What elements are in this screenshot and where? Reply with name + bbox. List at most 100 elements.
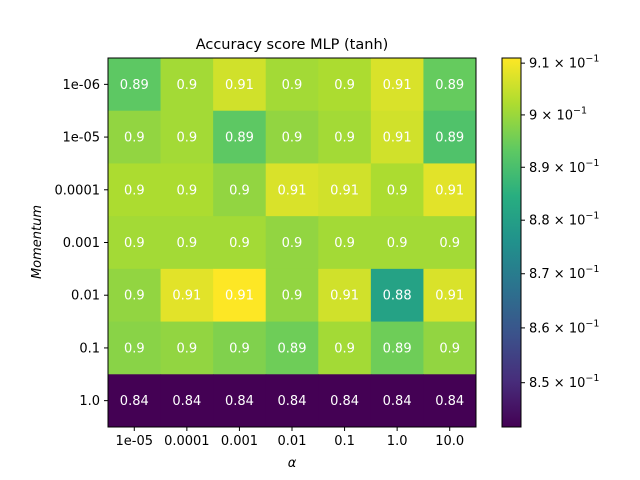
cell-value-label: 0.84: [383, 394, 412, 409]
y-axis-label: Momentum: [30, 205, 45, 279]
cell-value-label: 0.91: [383, 131, 412, 146]
cell-value-label: 0.9: [124, 289, 145, 304]
colorbar: [501, 57, 522, 428]
heatmap-cell: [423, 374, 477, 428]
cell-value-label: 0.89: [383, 341, 412, 356]
cell-value-label: 0.9: [282, 236, 303, 251]
cell-value-label: 0.9: [439, 236, 460, 251]
cell-value-label: 0.9: [124, 341, 145, 356]
cell-value-label: 0.91: [435, 183, 464, 198]
heatmap-cell: [318, 374, 372, 428]
heatmap-cell: [318, 321, 372, 375]
heatmap-cell: [160, 268, 214, 323]
heatmap-cell: [213, 321, 267, 375]
heatmap-cell: [370, 58, 424, 112]
heatmap-cell: [265, 58, 319, 112]
cell-value-label: 0.9: [177, 183, 198, 198]
y-tick-label: 0.0001: [55, 183, 101, 198]
cell-value-label: 0.89: [435, 131, 464, 146]
cell-value-label: 0.9: [282, 289, 303, 304]
heatmap-cell: [423, 321, 477, 375]
cell-value-label: 0.88: [383, 289, 412, 304]
heatmap-cell: [318, 216, 372, 270]
cell-value-label: 0.84: [172, 394, 201, 409]
cell-value-label: 0.91: [330, 289, 359, 304]
heatmap-cell: [370, 216, 424, 270]
heatmap-cell: [318, 268, 372, 323]
heatmap-cell: [265, 163, 319, 217]
heatmap-cell: [265, 216, 319, 270]
heatmap-cell: [160, 374, 214, 428]
heatmap-cell: [108, 374, 162, 428]
heatmap-cell: [265, 110, 319, 164]
heatmap-cell: [108, 110, 162, 164]
colorbar-tick-label: 8.6 × 10−1: [529, 318, 599, 336]
chart-title: Accuracy score MLP (tanh): [196, 37, 389, 53]
cell-value-label: 0.91: [383, 78, 412, 93]
heatmap-cell: [370, 268, 424, 323]
heatmap-cell: [265, 321, 319, 375]
cell-value-label: 0.9: [387, 236, 408, 251]
cell-value-label: 0.9: [177, 341, 198, 356]
cell-value-label: 0.84: [278, 394, 307, 409]
heatmap-cell: [213, 374, 267, 428]
cell-value-label: 0.9: [334, 78, 355, 93]
x-tick-label: 10.0: [435, 434, 464, 449]
x-tick-label: 1.0: [387, 434, 408, 449]
heatmap-cell: [318, 163, 372, 217]
heatmap-cell: [108, 268, 162, 323]
cell-value-label: 0.9: [282, 131, 303, 146]
x-axis-ticks: 1e-05 0.0001 0.001 0.01 0.1 1.0 10.0: [116, 427, 464, 449]
cell-value-label: 0.91: [330, 183, 359, 198]
heatmap-cell: [318, 110, 372, 164]
heatmap-cell: [370, 163, 424, 217]
heatmap-cell: [265, 374, 319, 428]
heatmap-cell: [160, 321, 214, 375]
y-axis-ticks: 1e-06 1e-05 0.0001 0.001 0.01 0.1 1.0: [55, 78, 108, 409]
y-tick-label: 0.01: [71, 289, 100, 304]
cell-value-label: 0.89: [120, 78, 149, 93]
cell-value-label: 0.91: [172, 289, 201, 304]
cell-value-label: 0.9: [387, 183, 408, 198]
x-tick-label: 0.001: [221, 434, 258, 449]
cell-value-label: 0.84: [120, 394, 149, 409]
heatmap-cell: [423, 163, 477, 217]
heatmap-cell: [370, 374, 424, 428]
cell-value-label: 0.9: [334, 341, 355, 356]
heatmap-cell: [423, 268, 477, 323]
cell-value-label: 0.9: [229, 341, 250, 356]
heatmap-cell: [370, 321, 424, 375]
heatmap-cell: [160, 110, 214, 164]
cell-value-label: 0.9: [177, 131, 198, 146]
heatmap-cell: [423, 58, 477, 112]
heatmap-cell: [108, 216, 162, 270]
cell-value-label: 0.91: [435, 289, 464, 304]
cell-value-label: 0.9: [177, 78, 198, 93]
cell-value-label: 0.91: [225, 289, 254, 304]
y-tick-label: 0.1: [79, 341, 100, 356]
heatmap-cell: [160, 216, 214, 270]
heatmap-cell: [213, 216, 267, 270]
heatmap-cell: [265, 268, 319, 323]
y-tick-label: 1.0: [79, 394, 100, 409]
colorbar-tick-label: 8.8 × 10−1: [529, 211, 599, 229]
cell-annotations: 0.89 0.9 0.91 0.9 0.9 0.91 0.89 0.9 0.9 0.89 0.9 0.…: [120, 78, 464, 409]
colorbar-tick-label: 9 × 10−1: [529, 105, 587, 123]
heatmap-cell: [213, 110, 267, 164]
colorbar-tick-label: 8.9 × 10−1: [529, 158, 599, 176]
cell-value-label: 0.89: [225, 131, 254, 146]
cell-value-label: 0.9: [334, 131, 355, 146]
y-tick-label: 0.001: [63, 236, 100, 251]
cell-value-label: 0.9: [229, 236, 250, 251]
colorbar-tick-label: 8.7 × 10−1: [529, 264, 599, 282]
heatmap-cell: [213, 268, 267, 323]
heatmap-cell: [108, 321, 162, 375]
heatmap-cell: [160, 58, 214, 112]
colorbar-ticks: 9.1 × 10−1 9 × 10−1 8.9 × 10−1 8.8 × 10−1 8.…: [521, 54, 599, 391]
cell-value-label: 0.9: [439, 341, 460, 356]
heatmap-cell: [213, 58, 267, 112]
heatmap-cell: [423, 216, 477, 270]
cell-value-label: 0.9: [124, 131, 145, 146]
cell-value-label: 0.91: [278, 183, 307, 198]
